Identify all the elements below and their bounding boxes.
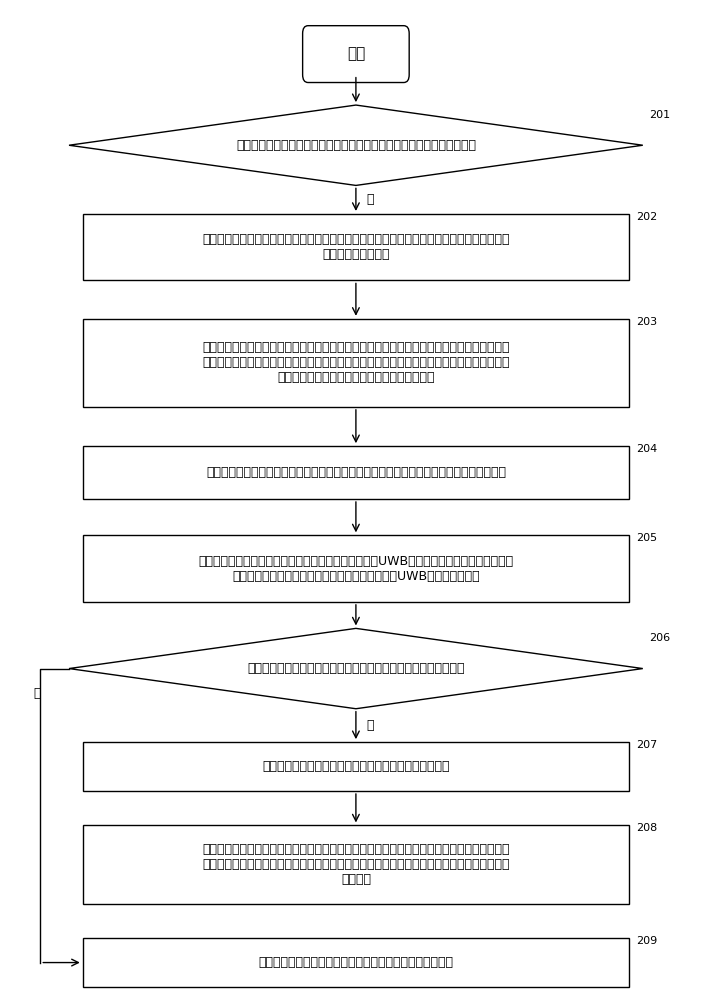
Text: 光伏电站运营管理系统确定所述第一目标浮筒上设置的UWB天线与所述多个浮筒中除所述第
一目标浮筒之外的其余浮筒中的每一浮筒上设置的UWB天线的实际距离: 光伏电站运营管理系统确定所述第一目标浮筒上设置的UWB天线与所述多个浮筒中除所述… <box>198 555 513 583</box>
Text: 检测所述光伏发电系统所处的水环境的当前风速是否等于或超过指定风速: 检测所述光伏发电系统所处的水环境的当前风速是否等于或超过指定风速 <box>236 139 476 152</box>
FancyBboxPatch shape <box>303 26 409 83</box>
Text: 207: 207 <box>636 740 657 750</box>
Polygon shape <box>69 628 643 709</box>
Text: 光伏电站运营管理系统向所述管理人员驾驶的汽车发送形变检测结果，以使所述管理人员驾驶
的汽车向所述管理人员输出所述形变检测结果；所述形变检测结果用于表示所述光伏发: 光伏电站运营管理系统向所述管理人员驾驶的汽车发送形变检测结果，以使所述管理人员驾… <box>202 843 510 886</box>
Text: 209: 209 <box>636 936 657 946</box>
Text: 光伏电站运营管理系统确定出所述光伏发电系统发生形变: 光伏电站运营管理系统确定出所述光伏发电系统发生形变 <box>262 760 449 773</box>
Polygon shape <box>69 105 643 185</box>
Text: 光伏电站运营管理系统向所述光伏发电系统对应的管理人员使用的移动设备发送包括所述当前
风速的第一报警消息: 光伏电站运营管理系统向所述光伏发电系统对应的管理人员使用的移动设备发送包括所述当… <box>202 233 510 261</box>
Text: 光伏电站运营管理系统判断所述其余浮筒中是否存在第二目标浮筒: 光伏电站运营管理系统判断所述其余浮筒中是否存在第二目标浮筒 <box>247 662 464 675</box>
Text: 205: 205 <box>636 533 657 543</box>
Bar <box>83 319 629 407</box>
Bar <box>83 214 629 280</box>
Text: 203: 203 <box>636 317 657 327</box>
Text: 201: 201 <box>649 110 671 120</box>
Text: 206: 206 <box>649 633 671 643</box>
Text: 光伏电站运营管理系统确定出所述光伏发电系统未发生形变: 光伏电站运营管理系统确定出所述光伏发电系统未发生形变 <box>258 956 454 969</box>
Text: 开始: 开始 <box>347 47 365 62</box>
Bar <box>83 742 629 791</box>
Text: 光伏电站运营管理系统检测所述管理人员使用的移动设备响应于所述第一报警消息发送的形变
检测指令，所述形变指令包括所述多个浮筒中的某一第一目标浮筒的唯一标识，所述形: 光伏电站运营管理系统检测所述管理人员使用的移动设备响应于所述第一报警消息发送的形… <box>202 341 510 384</box>
Text: 光伏电站运营管理系统根据所述形变检测指令，从所述多个浮筒中确定出某一第一目标浮筒: 光伏电站运营管理系统根据所述形变检测指令，从所述多个浮筒中确定出某一第一目标浮筒 <box>206 466 506 479</box>
Bar <box>83 535 629 602</box>
Bar <box>83 825 629 904</box>
Text: 是: 是 <box>366 719 374 732</box>
Bar <box>83 446 629 499</box>
Text: 208: 208 <box>636 823 657 833</box>
Text: 是: 是 <box>366 193 374 206</box>
Text: 202: 202 <box>636 212 657 222</box>
Bar <box>83 938 629 987</box>
Text: 否: 否 <box>33 687 41 700</box>
Text: 204: 204 <box>636 444 657 454</box>
